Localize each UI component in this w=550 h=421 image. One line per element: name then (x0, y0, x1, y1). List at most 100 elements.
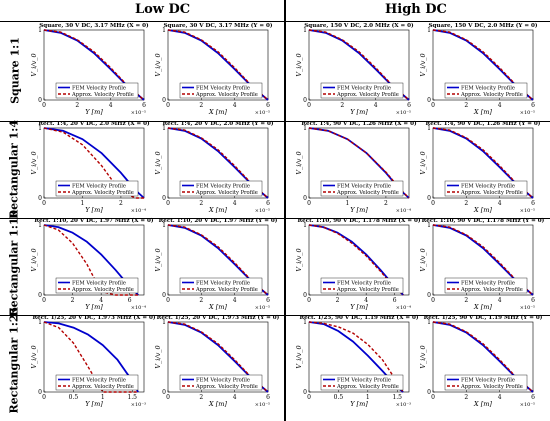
x-tick-label: 0 (307, 394, 311, 401)
y-tick-label: 1 (162, 125, 166, 132)
x-axis-label: X [m] (473, 108, 492, 116)
legend-fem-label: FEM Velocity Profile (72, 184, 126, 190)
subplot-title: Rect. 1/25, 90 V DC, 1.19 MHz (Y = 0) (424, 314, 543, 321)
legend-fem-label: FEM Velocity Profile (337, 281, 391, 287)
y-axis-label: V_i/v_0 (295, 151, 303, 174)
y-tick-label: 0 (38, 97, 42, 104)
header-separator (0, 21, 550, 22)
x-tick-label: 2 (199, 102, 203, 109)
x-axis-multiplier: ×10⁻⁴ (396, 208, 411, 214)
legend-approx-label: Approx. Velocity Profile (336, 384, 399, 390)
x-tick-label: 4 (233, 102, 237, 109)
x-axis-multiplier: ×10⁻⁴ (131, 208, 146, 214)
x-tick-label: 1.5 (127, 394, 137, 401)
y-axis-label: V_i/v_0 (419, 345, 427, 368)
axes-frame (308, 29, 410, 101)
subplot-title: Square, 30 V DC, 3.17 MHz (X = 0) (39, 22, 149, 29)
x-tick-label: 2 (340, 102, 344, 109)
x-tick-label: 0 (307, 102, 311, 109)
axes-frame (308, 127, 410, 199)
subplot-title: Rect. 1/25, 20 V DC, 1.973 MHz (Y = 0) (157, 314, 280, 321)
x-tick-label: 6 (531, 200, 535, 207)
x-axis-label: Y [m] (350, 400, 368, 408)
x-tick-label: 6 (128, 297, 132, 304)
legend-approx-label: Approx. Velocity Profile (195, 92, 258, 98)
y-tick-label: 1 (303, 27, 307, 34)
x-axis-multiplier: ×10⁻⁵ (255, 402, 270, 408)
subplot-6: Rect. 1:4, 20 V DC, 2.0 MHz (Y = 0) 0 2 4 6 0… (154, 120, 274, 214)
x-tick-label: 0 (431, 394, 435, 401)
legend-box (55, 277, 139, 294)
y-axis-label: V_i/v_0 (154, 151, 162, 174)
x-axis-label: X [m] (473, 400, 492, 408)
legend-box (55, 82, 139, 99)
subplot-title: Rect. 1:4, 90 V DC, 1.26 MHz (X = 0) (301, 120, 417, 127)
legend-approx-label: Approx. Velocity Profile (71, 190, 134, 196)
x-tick-label: 0 (42, 200, 46, 207)
y-tick-label: 0 (162, 195, 166, 202)
axes-frame (432, 321, 534, 393)
x-tick-label: 0 (166, 102, 170, 109)
legend-fem-label: FEM Velocity Profile (196, 281, 250, 287)
legend-fem-label: FEM Velocity Profile (461, 86, 515, 92)
subplot-10: Rect. 1:10, 20 V DC, 1.97 MHz (Y = 0) 0 2 4… (154, 217, 278, 311)
x-tick-label: 1 (81, 200, 85, 207)
x-axis-label: Y [m] (85, 206, 103, 214)
legend-fem-label: FEM Velocity Profile (337, 86, 391, 92)
y-tick-label: 0 (303, 389, 307, 396)
x-axis-label: Y [m] (350, 206, 368, 214)
x-axis-label: X [m] (473, 206, 492, 214)
y-axis-label: V_i/v_0 (295, 248, 303, 271)
x-tick-label: 0 (166, 200, 170, 207)
x-tick-label: 6 (266, 102, 270, 109)
x-tick-label: 6 (393, 297, 397, 304)
x-axis-multiplier: ×10⁻⁵ (520, 305, 535, 311)
y-axis-label: V_i/v_0 (30, 53, 38, 76)
y-axis-label: V_i/v_0 (419, 151, 427, 174)
row-separator (0, 315, 550, 316)
legend-fem-label: FEM Velocity Profile (196, 378, 250, 384)
x-tick-label: 4 (109, 102, 113, 109)
x-axis-multiplier: ×10⁻³ (131, 402, 146, 408)
legend-box (179, 277, 263, 294)
series-approx-line (43, 127, 144, 199)
x-tick-label: 4 (498, 200, 502, 207)
x-tick-label: 6 (531, 394, 535, 401)
x-axis-multiplier: ×10⁻⁵ (255, 305, 270, 311)
legend-box (179, 82, 263, 99)
legend-fem-label: FEM Velocity Profile (72, 281, 126, 287)
y-tick-label: 1 (427, 125, 431, 132)
x-tick-label: 0.5 (334, 394, 344, 401)
legend-box (444, 374, 528, 391)
x-tick-label: 6 (531, 297, 535, 304)
y-tick-label: 0 (427, 195, 431, 202)
x-tick-label: 4 (498, 102, 502, 109)
subplot-7: Rect. 1:4, 90 V DC, 1.26 MHz (X = 0) 0 1 2 0… (295, 120, 417, 214)
x-axis-multiplier: ×10⁻⁵ (255, 208, 270, 214)
legend-approx-label: Approx. Velocity Profile (336, 190, 399, 196)
axes-frame (432, 29, 534, 101)
legend-approx-label: Approx. Velocity Profile (195, 287, 258, 293)
x-tick-label: 2 (464, 102, 468, 109)
axes-frame (167, 127, 269, 199)
y-tick-label: 0 (427, 97, 431, 104)
x-tick-label: 2 (199, 297, 203, 304)
x-tick-label: 1.5 (392, 394, 402, 401)
x-tick-label: 4 (364, 297, 368, 304)
legend-box (320, 277, 404, 294)
y-axis-label: V_i/v_0 (30, 151, 38, 174)
x-tick-label: 6 (266, 200, 270, 207)
subplot-13: Rect. 1/25, 20 V DC, 1.973 MHz (X = 0)0 0… (30, 314, 156, 408)
subplot-title: Rect. 1:4, 90 V DC, 1.26 MHz (Y = 0) (426, 120, 541, 127)
x-axis-multiplier: ×10⁻⁵ (396, 110, 411, 116)
y-tick-label: 0 (38, 292, 42, 299)
legend-approx-label: Approx. Velocity Profile (460, 190, 523, 196)
subplot-11: Rect. 1:10, 90 V DC, 1.178 MHz (X = 0) 0 2… (295, 217, 421, 311)
x-tick-label: 2 (464, 394, 468, 401)
subplot-8: Rect. 1:4, 90 V DC, 1.26 MHz (Y = 0) 0 2 4 6… (419, 120, 541, 214)
y-tick-label: 1 (427, 222, 431, 229)
x-tick-label: 6 (266, 394, 270, 401)
row-separator (0, 218, 550, 219)
subplot-9: Rect. 1:10, 20 V DC, 1.97 MHz (X = 0) 0 2 4… (30, 217, 154, 311)
